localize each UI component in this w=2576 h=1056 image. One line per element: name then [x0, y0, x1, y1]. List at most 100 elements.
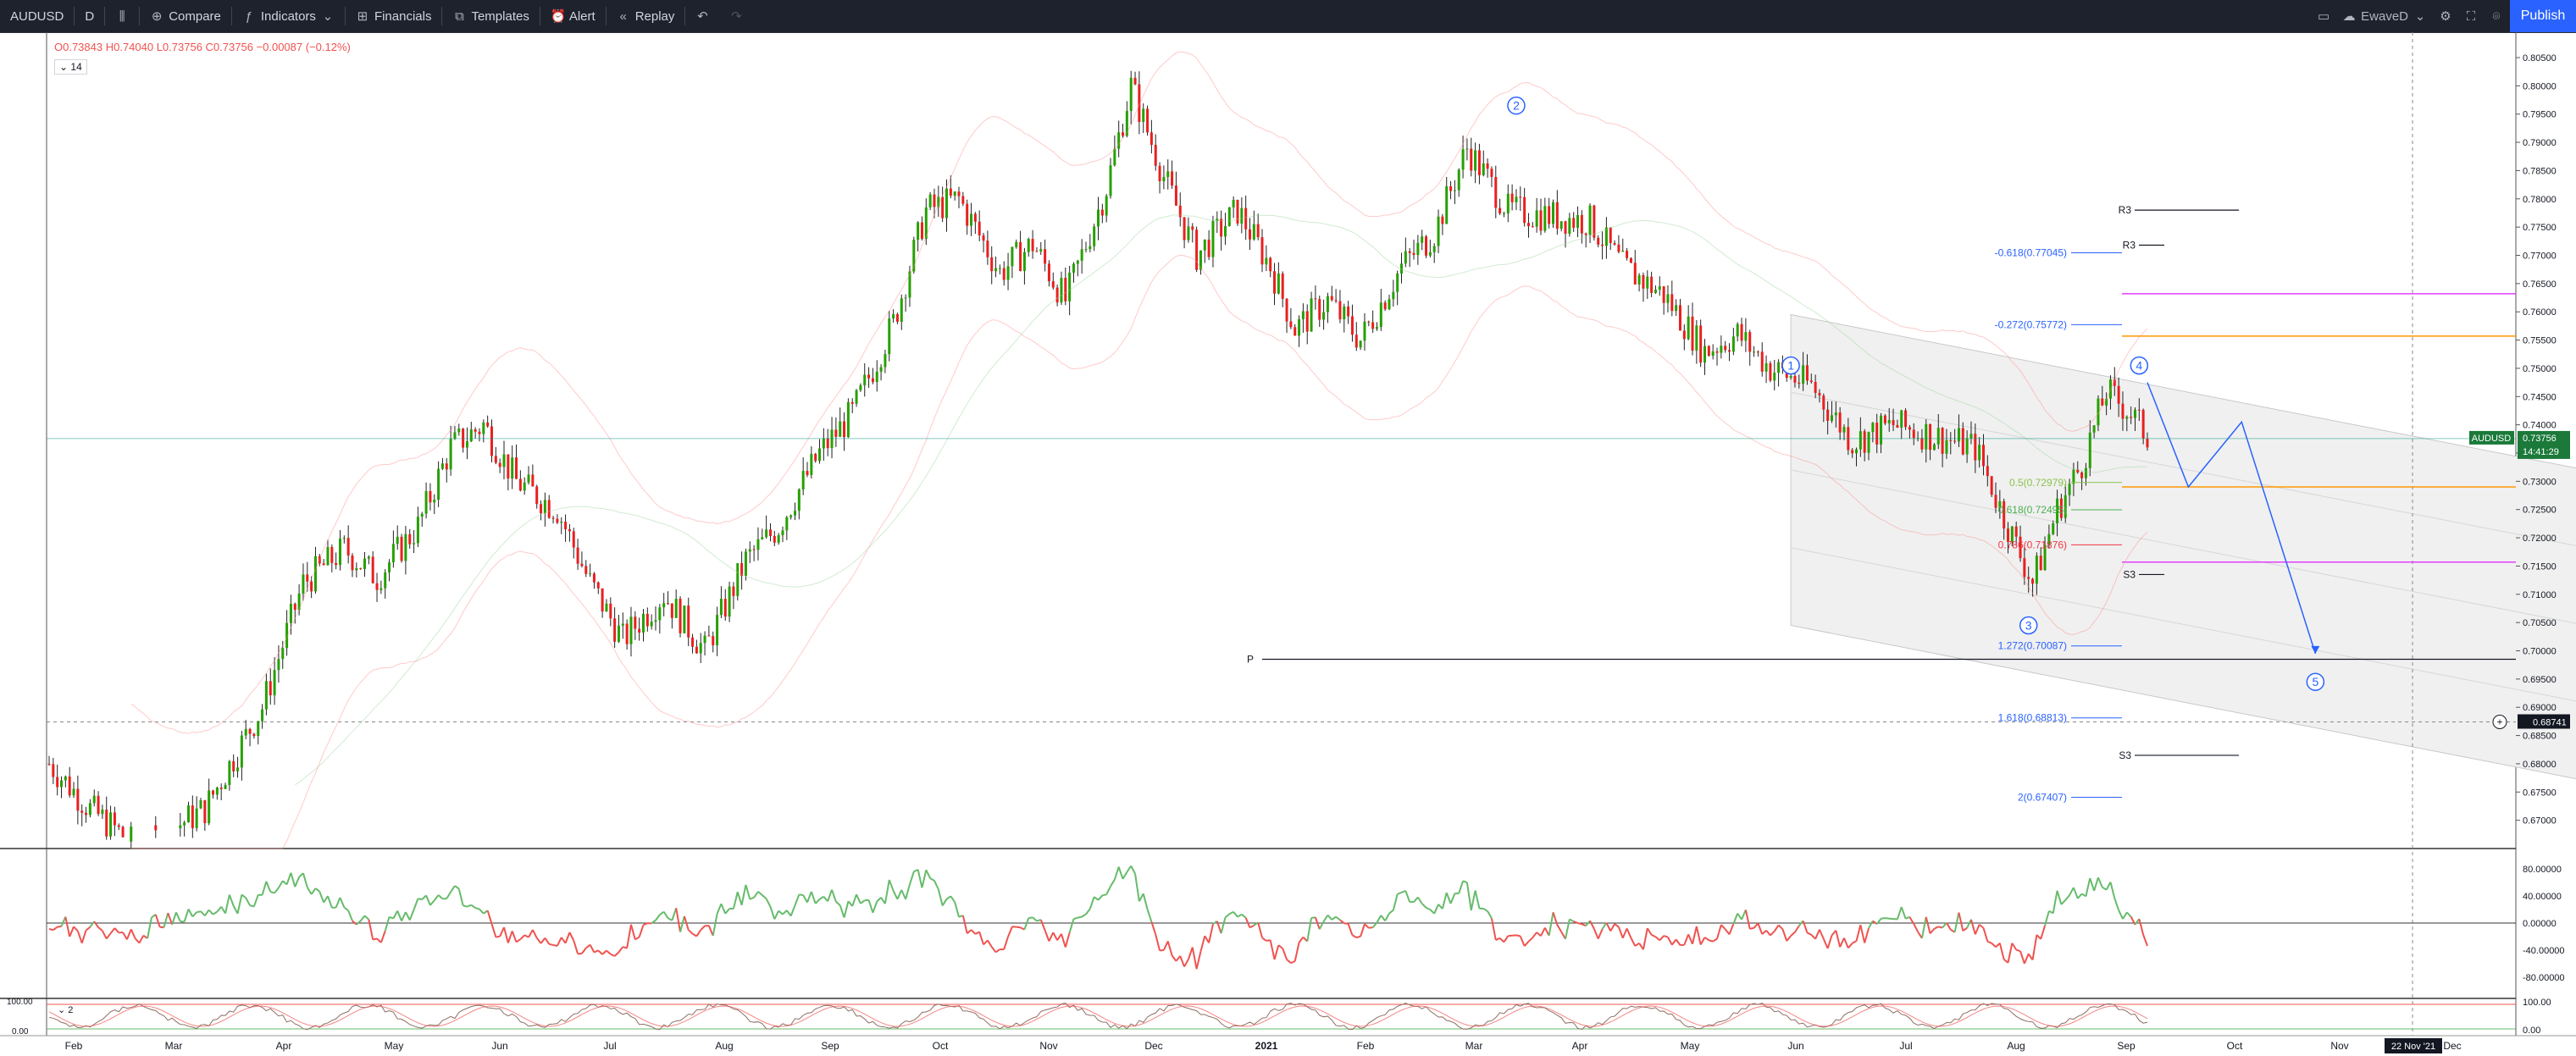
time-tick-label: Aug [715, 1040, 733, 1052]
redo-button[interactable]: ↷ [719, 0, 753, 32]
candle-body [596, 582, 600, 589]
candle-body [1613, 243, 1616, 245]
candle-body [1113, 148, 1116, 166]
interval-button[interactable]: D [75, 0, 104, 32]
osc-line-segment [610, 953, 616, 957]
osc-line-segment [531, 929, 538, 938]
candle-body [1609, 227, 1612, 244]
candle-body [748, 549, 751, 552]
candle-body [1526, 223, 1530, 227]
indicators-button[interactable]: ƒ Indicators ⌄ [232, 0, 345, 32]
candle-body [699, 643, 702, 654]
candle-body [2052, 522, 2055, 534]
financials-button[interactable]: ⊞ Financials [346, 0, 442, 32]
osc-line-segment [359, 915, 366, 922]
osc-line-segment [814, 898, 821, 904]
candle-body [949, 188, 952, 196]
candle-body [179, 825, 182, 829]
candle-body [1908, 427, 1911, 430]
osc-line-segment [847, 900, 853, 907]
candle-body [474, 429, 477, 432]
chart-area[interactable]: 1 2 3 4 5 -0.618(0.77045) -0.272(0.75772) 0.5(0… [0, 32, 2576, 1056]
chart-type-button[interactable]: ⫼ [105, 0, 139, 32]
candle-body [781, 530, 784, 536]
osc-tick-label: -40.00000 [2523, 946, 2565, 956]
candle-body [1166, 171, 1170, 177]
layout-icon[interactable]: ▭ [2318, 9, 2330, 24]
candle-body [1125, 111, 1128, 136]
candle-body [449, 439, 452, 470]
osc-line-segment [745, 884, 751, 900]
candle-body [453, 432, 457, 440]
osc-line-segment [2118, 909, 2124, 920]
osc-line-segment [154, 914, 161, 927]
candle-body [154, 825, 158, 831]
candle-body [318, 556, 321, 564]
candle-body [244, 728, 247, 736]
channel-inner-line [1791, 469, 2576, 624]
osc-line-segment [773, 910, 780, 920]
candle-body [363, 558, 367, 569]
wave-label: 3 [2025, 618, 2032, 632]
osc-line-segment [125, 928, 132, 940]
indicators-toggle[interactable]: ⌄ 14 [54, 59, 87, 75]
divider [684, 7, 686, 25]
osc-line-segment [2138, 918, 2145, 936]
candle-body [445, 463, 448, 470]
fullscreen-icon[interactable]: ⛶ [2466, 8, 2476, 24]
candle-body [1154, 145, 1157, 166]
osc-line-segment [363, 915, 370, 921]
candle-body [674, 599, 678, 618]
candle-body [1887, 419, 1891, 423]
candle-body [859, 384, 862, 390]
undo-button[interactable]: ↶ [685, 0, 719, 32]
osc-line-segment [540, 937, 546, 944]
candle-body [1859, 431, 1862, 450]
osc-line-segment [1089, 896, 1095, 909]
osc-line-segment [1368, 926, 1373, 929]
osc-line-segment [651, 919, 656, 925]
candle-body [917, 222, 920, 241]
symbol-search[interactable]: AUDUSD [0, 0, 74, 32]
osc-line-segment [1807, 932, 1812, 936]
candle-body [1818, 393, 1821, 396]
candle-body [2003, 500, 2006, 529]
candle-body [1994, 495, 1997, 508]
candle-body [1990, 476, 1993, 495]
osc-line-segment [1593, 928, 1599, 940]
time-tick-label: Oct [933, 1040, 949, 1052]
candle-body [420, 513, 424, 517]
candle-body [1322, 312, 1326, 320]
compare-button[interactable]: ⊕ Compare [140, 0, 231, 32]
templates-button[interactable]: ⧉ Templates [442, 0, 539, 32]
candle-body [687, 605, 690, 638]
osc-line-segment [1134, 873, 1140, 902]
replay-button[interactable]: « Replay [607, 0, 685, 32]
candle-body [1051, 281, 1055, 288]
candle-body [2068, 484, 2071, 495]
candle-body [1002, 268, 1005, 280]
candle-body [580, 563, 584, 567]
candle-body [1601, 244, 1604, 246]
candle-body [667, 603, 670, 605]
osc-line-segment [1032, 916, 1038, 922]
candle-body [465, 441, 468, 448]
wave-label: 1 [1787, 359, 1794, 373]
publish-button[interactable]: Publish [2510, 0, 2576, 32]
osc-line-segment [1286, 959, 1292, 965]
camera-icon[interactable]: ⌾ [2492, 8, 2501, 24]
alert-button[interactable]: ⏰ Alert [540, 0, 606, 32]
osc-line-segment [1404, 890, 1411, 903]
osc-line-segment [1380, 915, 1386, 921]
osc-line-segment [544, 937, 551, 945]
osc-line-segment [1351, 934, 1357, 938]
osc-line-segment [1113, 866, 1120, 880]
user-menu[interactable]: ☁ EwaveD ⌄ [2342, 8, 2427, 25]
candle-body [1171, 171, 1174, 186]
osc-line-segment [183, 909, 190, 922]
osc-line-segment [589, 944, 596, 954]
gear-icon[interactable]: ⚙ [2440, 9, 2451, 24]
candle-body [424, 490, 428, 514]
osc-line-segment [1855, 924, 1862, 942]
indicator-count: 14 [70, 61, 82, 73]
